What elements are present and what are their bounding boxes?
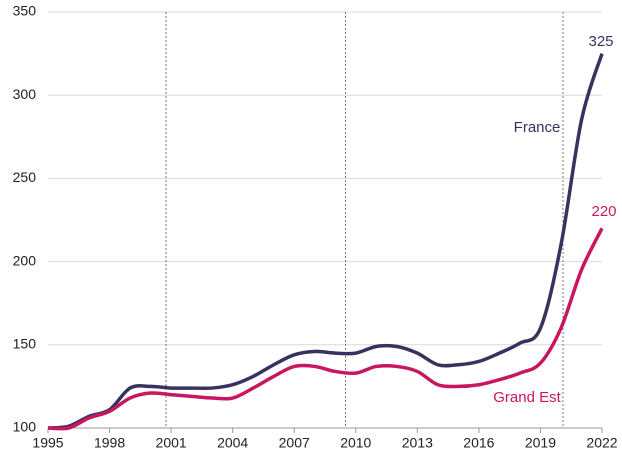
x-tick-label: 1998 <box>94 435 125 451</box>
x-tick-label: 2019 <box>525 435 556 451</box>
x-tick-label: 2013 <box>402 435 433 451</box>
series-line <box>47 227 604 431</box>
series-label: Grand Est <box>493 389 561 406</box>
y-tick-label: 100 <box>13 419 37 435</box>
y-tick-label: 200 <box>13 252 37 268</box>
x-tick-label: 2001 <box>156 435 187 451</box>
end-value-label: 325 <box>588 33 613 50</box>
y-tick-label: 300 <box>13 86 37 102</box>
y-tick-label: 350 <box>13 3 37 19</box>
x-tick-label: 2007 <box>279 435 310 451</box>
series-label: France <box>514 119 561 136</box>
x-tick-label: 2004 <box>217 435 248 451</box>
x-tick-label: 1995 <box>32 435 63 451</box>
x-tick-label: 2022 <box>586 435 617 451</box>
x-tick-label: 2010 <box>340 435 371 451</box>
y-tick-label: 150 <box>13 336 37 352</box>
y-tick-label: 250 <box>13 169 37 185</box>
series-line <box>47 53 604 430</box>
end-value-label: 220 <box>591 203 616 220</box>
x-tick-label: 2016 <box>463 435 494 451</box>
